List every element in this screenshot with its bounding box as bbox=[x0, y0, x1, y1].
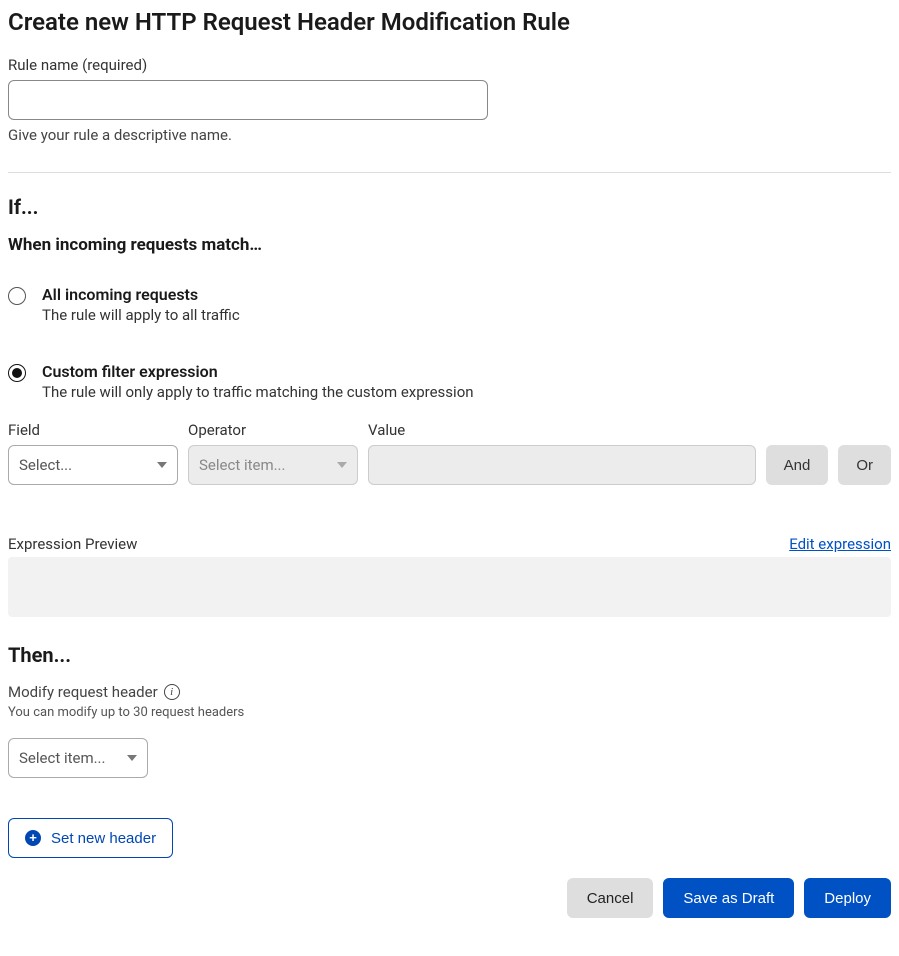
expression-preview-box bbox=[8, 557, 891, 617]
chevron-down-icon bbox=[337, 462, 347, 468]
value-label: Value bbox=[368, 421, 756, 439]
rule-name-field: Rule name (required) Give your rule a de… bbox=[8, 56, 891, 144]
cancel-button[interactable]: Cancel bbox=[567, 878, 654, 918]
chevron-down-icon bbox=[127, 755, 137, 761]
and-button[interactable]: And bbox=[766, 445, 829, 485]
set-new-header-label: Set new header bbox=[51, 830, 156, 847]
or-button[interactable]: Or bbox=[838, 445, 891, 485]
header-action-placeholder: Select item... bbox=[19, 749, 105, 767]
operator-placeholder: Select item... bbox=[199, 456, 285, 474]
radio-all-icon[interactable] bbox=[8, 287, 26, 305]
deploy-button[interactable]: Deploy bbox=[804, 878, 891, 918]
operator-label: Operator bbox=[188, 421, 358, 439]
save-draft-button[interactable]: Save as Draft bbox=[663, 878, 794, 918]
field-select[interactable]: Select... bbox=[8, 445, 178, 485]
field-label: Field bbox=[8, 421, 178, 439]
edit-expression-link[interactable]: Edit expression bbox=[789, 535, 891, 553]
radio-custom-desc: The rule will only apply to traffic matc… bbox=[42, 383, 474, 401]
expression-preview-label: Expression Preview bbox=[8, 535, 137, 553]
rule-name-label: Rule name (required) bbox=[8, 56, 891, 74]
value-input bbox=[368, 445, 756, 485]
footer-actions: Cancel Save as Draft Deploy bbox=[8, 878, 891, 918]
rule-name-help: Give your rule a descriptive name. bbox=[8, 126, 891, 144]
expression-preview-header: Expression Preview Edit expression bbox=[8, 535, 891, 553]
radio-custom-icon[interactable] bbox=[8, 364, 26, 382]
rule-name-input[interactable] bbox=[8, 80, 488, 120]
field-placeholder: Select... bbox=[19, 456, 72, 474]
radio-option-all[interactable]: All incoming requests The rule will appl… bbox=[8, 285, 891, 324]
plus-icon: + bbox=[25, 830, 41, 846]
radio-option-custom[interactable]: Custom filter expression The rule will o… bbox=[8, 362, 891, 401]
info-icon[interactable]: i bbox=[164, 684, 180, 700]
modify-header-help: You can modify up to 30 request headers bbox=[8, 705, 891, 720]
radio-custom-label: Custom filter expression bbox=[42, 362, 474, 381]
if-heading: If... bbox=[8, 195, 891, 219]
radio-all-label: All incoming requests bbox=[42, 285, 240, 304]
page-title: Create new HTTP Request Header Modificat… bbox=[8, 8, 891, 36]
filter-row: Field Select... Operator Select item... … bbox=[8, 421, 891, 485]
modify-header-label: Modify request header bbox=[8, 683, 158, 701]
chevron-down-icon bbox=[157, 462, 167, 468]
if-subtitle: When incoming requests match… bbox=[8, 235, 891, 255]
then-heading: Then... bbox=[8, 643, 891, 667]
set-new-header-button[interactable]: + Set new header bbox=[8, 818, 173, 858]
radio-all-desc: The rule will apply to all traffic bbox=[42, 306, 240, 324]
operator-select: Select item... bbox=[188, 445, 358, 485]
header-action-select[interactable]: Select item... bbox=[8, 738, 148, 778]
section-divider bbox=[8, 172, 891, 173]
